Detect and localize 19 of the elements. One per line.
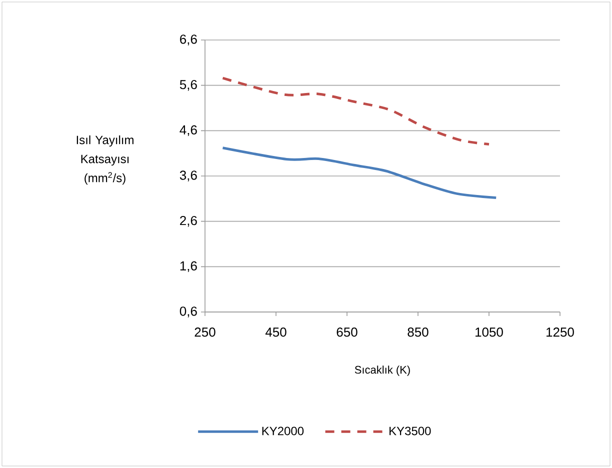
- x-tick-label: 1250: [546, 328, 574, 337]
- y-tick-label: 2,6: [180, 216, 197, 227]
- y-tick-label: 3,6: [180, 170, 197, 182]
- x-axis-title: Sıcaklık (K): [354, 366, 410, 376]
- y-tick-label: 4,6: [180, 125, 197, 136]
- legend-label: KY3500: [390, 426, 431, 436]
- y-tick-label: 1,6: [180, 261, 197, 272]
- y-tick-label: 0,6: [180, 306, 197, 318]
- y-tick-label: 5,6: [180, 80, 197, 91]
- y-axis-title: Isıl Yayılım Katsayısı (mm$^{2}$/s): [76, 135, 134, 185]
- x-tick-label: 450: [265, 328, 286, 337]
- x-tick-label: 850: [408, 328, 428, 337]
- legend-label: KY2000: [262, 426, 304, 436]
- line-series: [222, 146, 498, 200]
- x-tick-label: 1050: [476, 328, 503, 337]
- line-series: [222, 76, 490, 146]
- x-tick-label: 650: [336, 328, 358, 337]
- x-tick-label: 250: [194, 328, 216, 337]
- y-tick-label: 6,6: [180, 34, 197, 46]
